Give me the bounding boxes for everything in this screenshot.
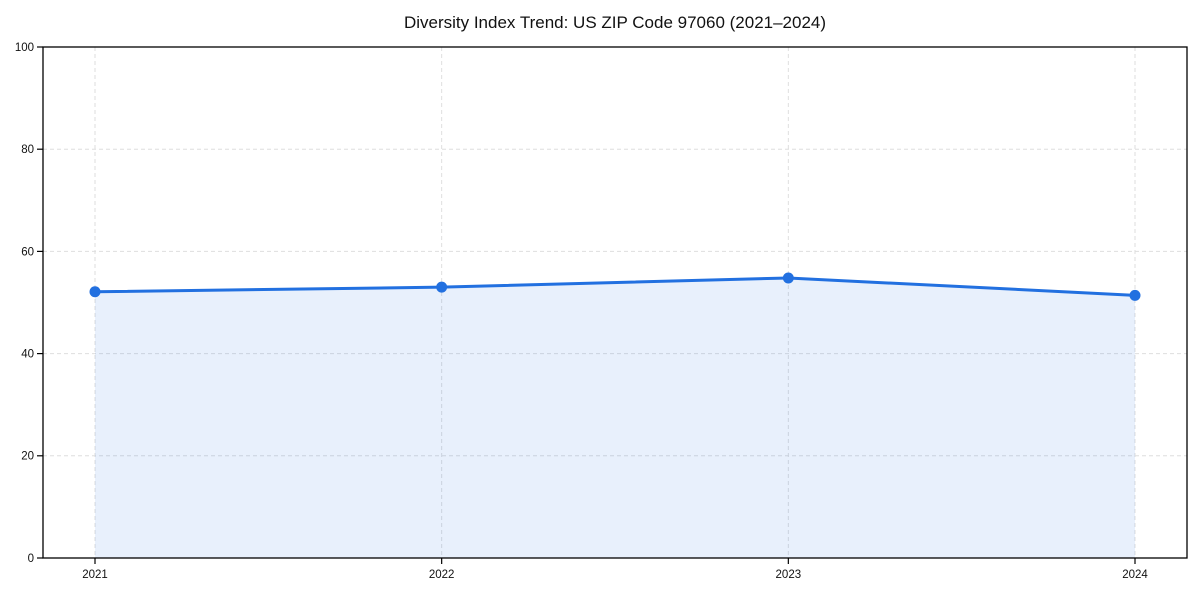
y-tick-label: 40 — [21, 349, 34, 361]
series-area-fill — [95, 277, 1135, 558]
x-tick-label: 2022 — [429, 569, 455, 581]
series-line — [93, 276, 1137, 297]
x-tick-label: 2021 — [82, 569, 108, 581]
data-point-marker — [436, 281, 448, 293]
x-tick-label: 2024 — [1122, 569, 1148, 581]
y-tick-label: 20 — [21, 451, 34, 463]
x-tick-label: 2023 — [776, 569, 802, 581]
y-tick-label: 100 — [15, 42, 34, 54]
data-point-marker — [782, 272, 794, 284]
y-tick-label: 0 — [28, 553, 34, 565]
chart-title: Diversity Index Trend: US ZIP Code 97060… — [403, 13, 827, 32]
axes-spines — [42, 46, 1188, 559]
y-tick-label: 60 — [21, 246, 34, 258]
data-point-marker — [1129, 289, 1141, 301]
data-point-marker — [89, 286, 101, 298]
y-tick-label: 80 — [21, 144, 34, 156]
